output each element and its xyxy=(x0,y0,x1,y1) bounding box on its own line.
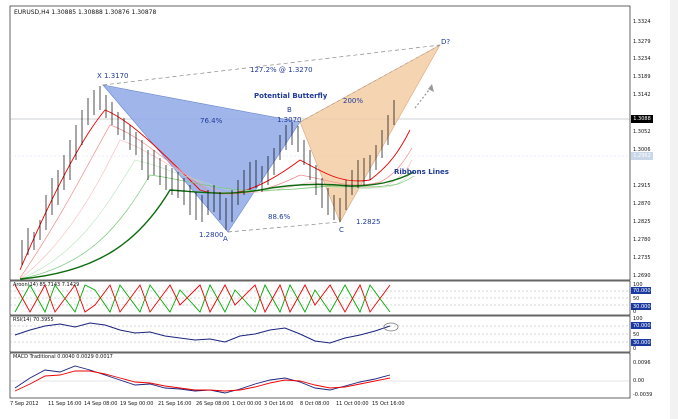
xd-line xyxy=(102,44,441,86)
point-a-value: 1.2800 xyxy=(199,231,224,239)
point-b-value: 1.3070 xyxy=(277,116,302,124)
main-panel-frame xyxy=(9,5,631,281)
xab-triangle xyxy=(102,84,301,233)
current-price-tag: 1.3088 xyxy=(631,115,653,123)
aroon-down-line xyxy=(14,283,391,314)
macd-signal-line xyxy=(14,370,391,392)
point-a-label: A xyxy=(223,235,228,243)
aroon-scale-30: 30.000 xyxy=(633,304,651,310)
point-c-value: 1.2825 xyxy=(356,218,381,226)
point-x-label: X 1.3170 xyxy=(97,72,129,80)
chart-window[interactable] xyxy=(9,5,660,417)
aroon-label: Aroon(14) 85.7143 7.1429 xyxy=(13,282,80,288)
ribbons-label: Ribbons Lines xyxy=(394,168,449,176)
aroon-scale-0: 0 xyxy=(633,309,637,315)
candles xyxy=(21,86,395,265)
rsi-scale-50: 50 xyxy=(633,332,640,338)
rsi-scale-0: 0 xyxy=(633,346,637,352)
macd-scale-top: 0.0096 xyxy=(633,360,651,366)
level-price-tag: 1.2962 xyxy=(631,152,653,160)
right-scrollbar[interactable] xyxy=(670,0,678,419)
macd-panel-frame xyxy=(9,352,631,399)
aroon-scale-100: 100 xyxy=(633,282,643,288)
bc-ratio-label: 88.6% xyxy=(268,213,291,221)
bd-line xyxy=(299,44,441,123)
projection-arrow xyxy=(414,85,433,109)
xd-ratio-label: 127.2% @ 1.3270 xyxy=(250,66,313,74)
aroon-up-line xyxy=(14,283,391,314)
cd-ratio-label: 200% xyxy=(343,97,364,105)
macd-scale-zero: 0.00 xyxy=(633,378,645,384)
time-axis: 7 Sep 2012 11 Sep 16:00 14 Sep 08:00 19 … xyxy=(10,401,405,407)
aroon-level-30 xyxy=(631,303,651,310)
rsi-scale-100: 100 xyxy=(633,316,643,322)
point-b-label: B xyxy=(287,106,292,114)
projection-arrowhead xyxy=(428,84,434,92)
rsi-level-30 xyxy=(631,339,651,346)
macd-line xyxy=(14,365,391,394)
rsi-level-70 xyxy=(631,322,651,329)
rsi-label: RSI(14) 70.3955 xyxy=(13,317,54,323)
ac-line xyxy=(227,221,341,233)
chart-title: EURUSD,H4 1.30885 1.30888 1.30876 1.3087… xyxy=(14,9,157,16)
aroon-scale-50: 50 xyxy=(633,296,640,302)
rsi-scale-30: 30.000 xyxy=(633,340,651,346)
rsi-line xyxy=(14,322,391,344)
ribbon-4 xyxy=(19,159,414,280)
xb-ratio-label: 76.4% xyxy=(200,117,223,125)
aroon-scale-70: 70.000 xyxy=(633,288,651,294)
pattern-title: Potential Butterfly xyxy=(254,92,328,100)
point-c-label: C xyxy=(339,226,344,234)
ribbon-slow xyxy=(19,171,415,280)
rsi-scale-70: 70.000 xyxy=(633,323,651,329)
point-d-label: D? xyxy=(441,38,451,46)
macd-scale-bottom: -0.0039 xyxy=(633,392,653,398)
bcd-triangle xyxy=(299,44,441,223)
macd-label: MACD Traditional 0.0040 0.0029 0.0017 xyxy=(13,354,113,360)
rsi-highlight xyxy=(383,322,399,332)
aroon-level-70 xyxy=(631,287,651,294)
